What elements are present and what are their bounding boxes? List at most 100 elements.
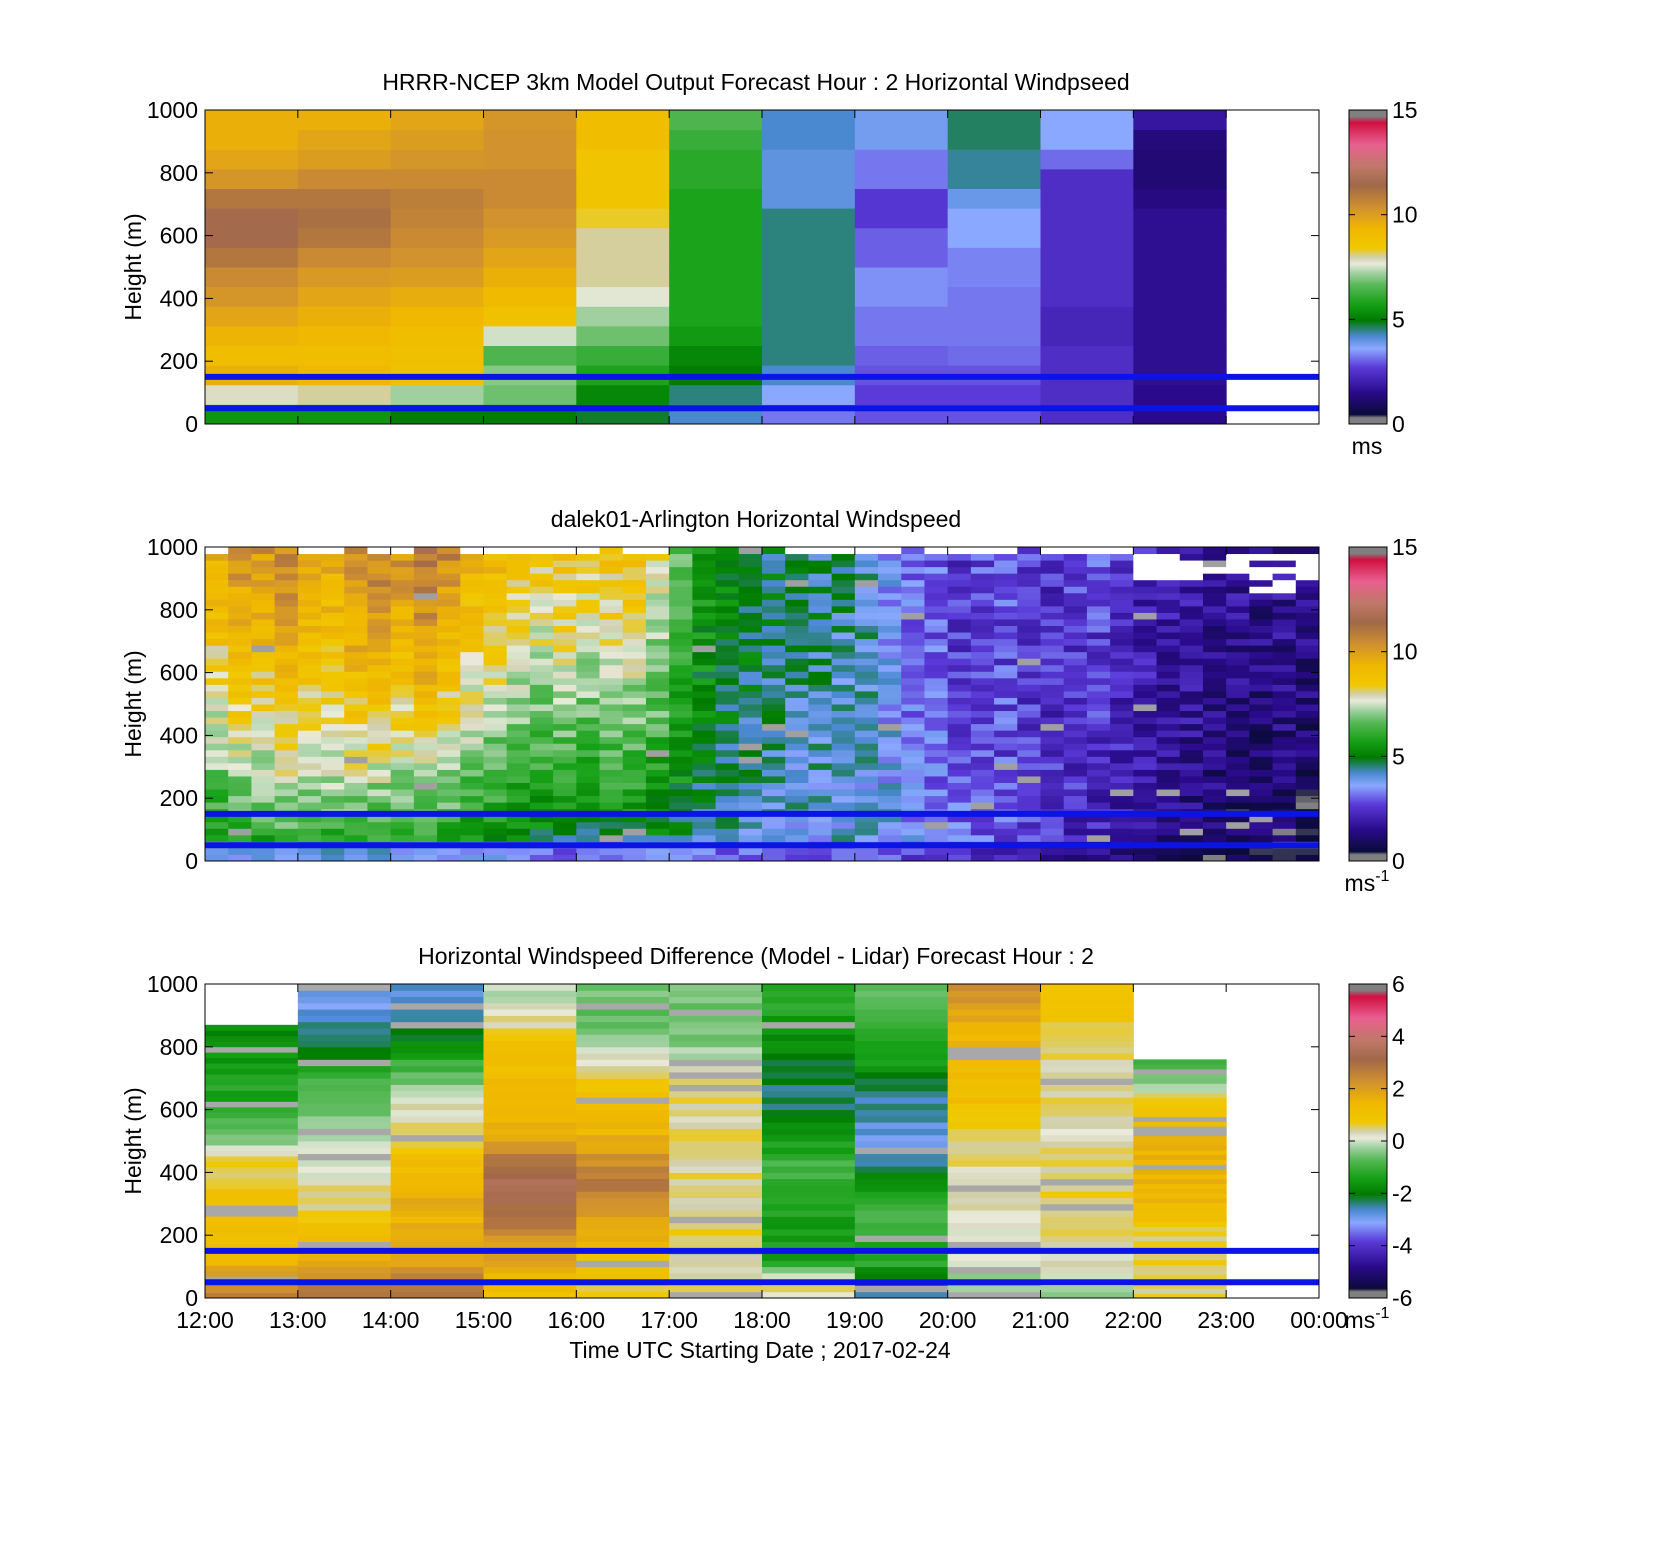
heatmap-cell (483, 1184, 577, 1192)
heatmap-cell (321, 690, 345, 698)
heatmap-cell (1086, 730, 1111, 738)
heatmap-cell (1179, 795, 1204, 803)
heatmap-cell (297, 384, 392, 405)
heatmap-cell (1017, 782, 1041, 790)
heatmap-cell (390, 1191, 484, 1199)
heatmap-cell (251, 547, 276, 555)
heatmap-cell (1040, 547, 1065, 555)
heatmap-cell (321, 671, 345, 679)
heatmap-cell (738, 828, 763, 836)
heatmap-cell (390, 1009, 484, 1016)
heatmap-cell (1156, 651, 1181, 659)
heatmap-cell (483, 1166, 577, 1173)
heatmap-cell (1202, 704, 1227, 712)
heatmap-cell (390, 1059, 484, 1067)
heatmap-cell (831, 736, 856, 744)
heatmap-cell (483, 1216, 577, 1224)
heatmap-cell (1249, 632, 1274, 640)
heatmap-cell (1156, 847, 1181, 855)
heatmap-cell (205, 730, 229, 738)
heatmap-cell (831, 586, 856, 594)
heatmap-cell (1249, 586, 1274, 594)
heatmap-cell (390, 638, 415, 646)
heatmap-cell (1202, 730, 1227, 738)
heatmap-cell (274, 710, 299, 718)
heatmap-cell (854, 697, 879, 705)
heatmap-cell (437, 579, 461, 587)
heatmap-cell (529, 645, 554, 653)
heatmap-cell (854, 566, 879, 574)
heatmap-cell (970, 599, 995, 607)
heatmap-cell (924, 815, 949, 823)
heatmap-cell (437, 625, 461, 633)
heatmap-cell (669, 1040, 763, 1048)
heatmap-cell (854, 658, 879, 666)
heatmap-cell (599, 717, 624, 725)
heatmap-cell (228, 638, 252, 646)
heatmap-cell (878, 782, 902, 790)
heatmap-cell (785, 736, 809, 744)
heatmap-cell (785, 599, 809, 607)
heatmap-cell (762, 730, 786, 738)
heatmap-cell (390, 1266, 484, 1274)
heatmap-cell (367, 847, 392, 855)
heatmap-cell (205, 1205, 299, 1212)
heatmap-cell (762, 605, 786, 613)
heatmap-cell (994, 638, 1018, 646)
heatmap-cell (1133, 208, 1227, 229)
heatmap-cell (854, 1172, 949, 1180)
heatmap-cell (854, 1203, 949, 1211)
heatmap-cell (1295, 638, 1320, 646)
heatmap-cell (297, 697, 322, 705)
heatmap-cell (413, 730, 438, 738)
heatmap-cell (1017, 704, 1041, 712)
heatmap-cell (483, 697, 508, 705)
heatmap-cell (413, 710, 438, 718)
heatmap-cell (437, 618, 461, 626)
heatmap-cell (228, 658, 252, 666)
heatmap-cell (205, 1106, 299, 1113)
heatmap-cell (1133, 1126, 1227, 1132)
heatmap-cell (344, 638, 368, 646)
heatmap-cell (437, 658, 461, 666)
y-tick-label: 200 (160, 785, 198, 811)
heatmap-cell (599, 847, 624, 855)
heatmap-cell (274, 560, 299, 568)
heatmap-cell (599, 854, 624, 862)
heatmap-cell (251, 743, 276, 751)
heatmap-cell (901, 553, 925, 561)
heatmap-cell (970, 802, 995, 810)
heatmap-cell (808, 592, 833, 600)
heatmap-cell (599, 690, 624, 698)
heatmap-cell (553, 690, 577, 698)
heatmap-cell (808, 638, 833, 646)
heatmap-cell (1156, 710, 1181, 718)
heatmap-cell (762, 704, 786, 712)
heatmap-cell (1040, 1015, 1134, 1023)
heatmap-cell (483, 690, 508, 698)
heatmap-cell (878, 625, 902, 633)
heatmap-cell (483, 736, 508, 744)
heatmap-cell (205, 632, 229, 640)
heatmap-cell (390, 782, 415, 790)
heatmap-cell (483, 1203, 577, 1211)
heatmap-cell (1133, 645, 1158, 653)
heatmap-cell (669, 1159, 763, 1167)
heatmap-cell (390, 227, 484, 248)
heatmap-cell (297, 612, 322, 620)
heatmap-cell (297, 1097, 392, 1104)
heatmap-cell (1226, 645, 1250, 653)
heatmap-cell (344, 795, 368, 803)
heatmap-cell (901, 625, 925, 633)
heatmap-cell (321, 821, 345, 829)
heatmap-cell (1295, 828, 1320, 836)
heatmap-cell (970, 664, 995, 672)
heatmap-cell (1295, 789, 1320, 797)
heatmap-cell (878, 599, 902, 607)
heatmap-cell (808, 684, 833, 692)
heatmap-cell (228, 821, 252, 829)
heatmap-cell (901, 717, 925, 725)
heatmap-cell (1063, 802, 1088, 810)
heatmap-cell (762, 756, 786, 764)
